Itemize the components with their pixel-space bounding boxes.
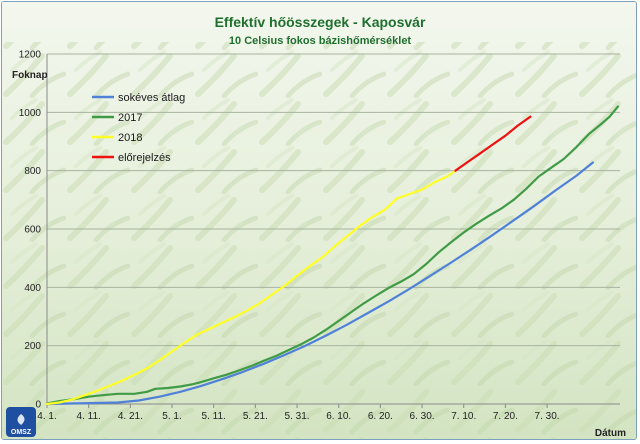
legend-label: 2017 <box>118 112 142 124</box>
x-tick-label: 4. 1. <box>37 411 56 422</box>
logo-drop-icon <box>17 414 25 425</box>
chart-canvas: Effektív hőösszegek - Kaposvár 10 Celsiu… <box>2 2 636 439</box>
x-tick-label: 6. 20. <box>368 411 393 422</box>
x-tick-label: 5. 21. <box>243 411 268 422</box>
y-tick-label: 600 <box>24 225 41 236</box>
x-tick-label: 5. 31. <box>285 411 310 422</box>
legend-label: előrejelzés <box>118 152 171 164</box>
legend-label: 2018 <box>118 132 142 144</box>
chart-title: Effektív hőösszegek - Kaposvár <box>215 14 426 30</box>
y-tick-label: 200 <box>24 341 41 352</box>
y-tick-label: 400 <box>24 283 41 294</box>
background-texture <box>2 42 636 439</box>
logo-label: OMSZ <box>11 429 32 436</box>
x-tick-label: 5. 11. <box>202 411 226 422</box>
x-tick-label: 7. 30. <box>535 411 560 422</box>
y-axis-label: Foknap <box>12 70 48 81</box>
series-lines <box>45 105 620 406</box>
grid-lines <box>47 53 620 347</box>
chart-subtitle: 10 Celsius fokos bázishőmérséklet <box>229 35 412 47</box>
x-tick-label: 7. 20. <box>493 411 518 422</box>
x-tick-label: 4. 21. <box>118 411 143 422</box>
legend: sokéves átlag 2017 2018 előrejelzés <box>92 92 185 164</box>
x-tick-label: 6. 30. <box>410 411 435 422</box>
legend-label: sokéves átlag <box>118 92 185 104</box>
y-axis-ticks: 0 200 400 600 800 1000 1200 <box>19 50 42 411</box>
series-line-0 <box>45 161 595 406</box>
y-tick-label: 1000 <box>19 108 42 119</box>
x-tick-label: 7. 10. <box>451 411 476 422</box>
series-line-3 <box>454 115 532 172</box>
series-line-2 <box>45 169 457 406</box>
x-axis-ticks: 4. 1. 4. 11. 4. 21. 5. 1. 5. 11. 5. 21. 5. 31.… <box>37 404 560 422</box>
x-tick-label: 5. 1. <box>162 411 181 422</box>
series-line-1 <box>45 105 620 405</box>
x-tick-label: 4. 11. <box>77 411 101 422</box>
y-tick-label: 1200 <box>19 50 42 61</box>
x-axis-label: Dátum <box>595 428 626 439</box>
y-tick-label: 0 <box>35 400 41 411</box>
y-tick-label: 800 <box>24 166 41 177</box>
x-tick-label: 6. 10. <box>326 411 351 422</box>
omsz-logo: OMSZ <box>6 407 36 437</box>
